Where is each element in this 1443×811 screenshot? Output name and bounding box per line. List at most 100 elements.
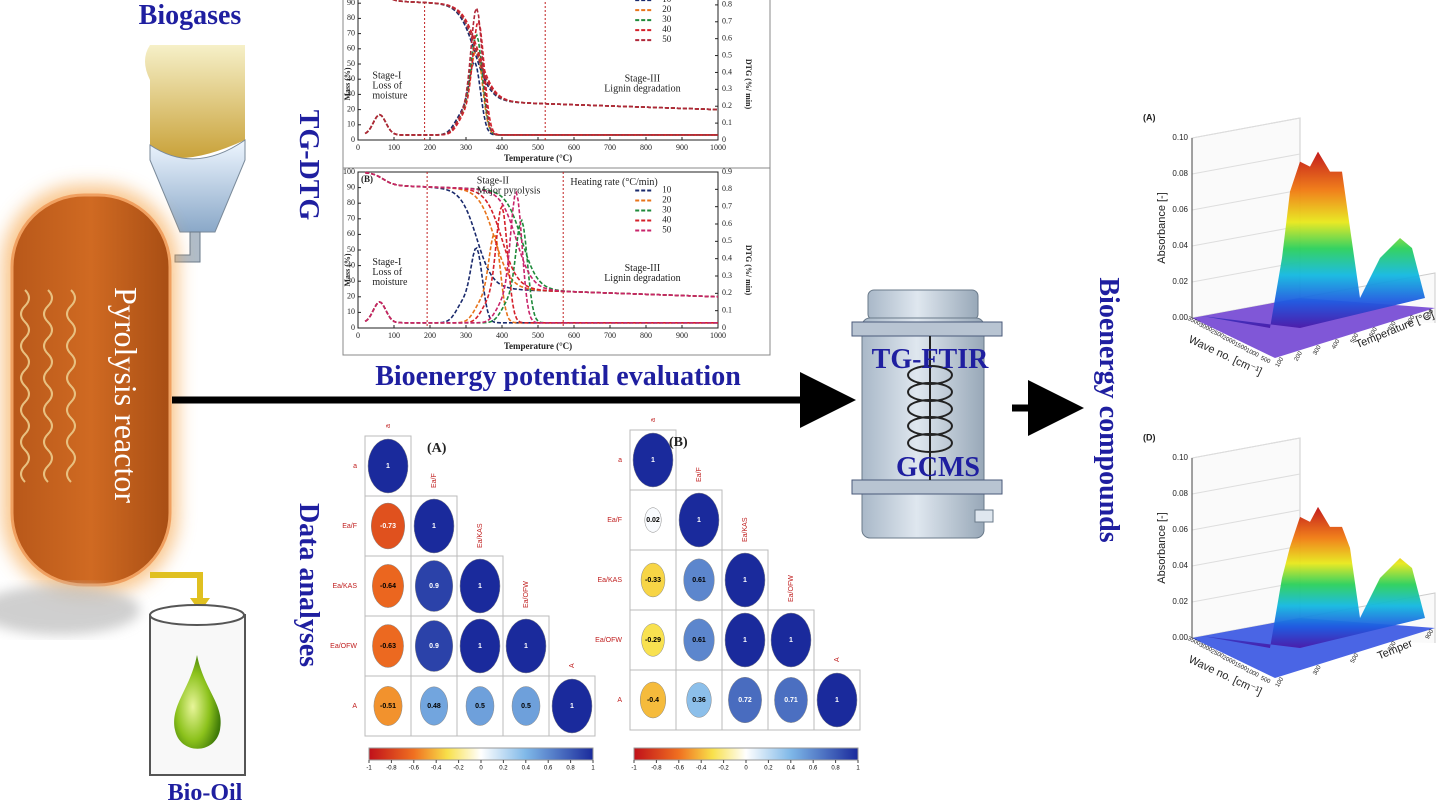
panel-label: (B) (361, 174, 373, 184)
evaluation-label: Bioenergy potential evaluation (375, 361, 741, 392)
correlation-ellipse (639, 681, 667, 719)
cell-value: 0.72 (738, 697, 752, 704)
column-label: Ea/OFW (523, 581, 530, 608)
y2-axis-title: DTG (%/ min) (744, 59, 753, 110)
y-tick-label: 400 (1331, 338, 1342, 350)
y2-tick-label: 0.4 (722, 253, 732, 262)
stage-label: Stage-I (372, 257, 401, 268)
x-tick-label: 2000 (1221, 655, 1236, 666)
cell-value: 1 (570, 703, 574, 710)
stage-label: Stage-III (625, 263, 661, 274)
z-tick-label: 0.04 (1172, 241, 1188, 250)
cell-value: 0.02 (646, 517, 660, 524)
absorbance-surface (1202, 506, 1425, 648)
cell-value: 1 (524, 643, 528, 650)
grid-line (1191, 117, 1301, 139)
stage-label: Loss of (372, 267, 402, 278)
y2-tick-label: 0.4 (722, 67, 732, 76)
legend-label: 40 (662, 24, 672, 34)
colorbar-tick-label: 0.6 (544, 766, 553, 772)
bio-oil-vessel (149, 572, 246, 776)
y-tick-label: 600 (1369, 326, 1380, 338)
y-tick-label: 50 (347, 59, 355, 68)
correlation-ellipse (683, 618, 715, 662)
z-tick-label: 0.08 (1172, 489, 1188, 498)
x-tick-label: 800 (640, 143, 652, 152)
cell-value: -0.51 (380, 703, 396, 710)
y-tick-label: 300 (1312, 664, 1323, 676)
colorbar-tick-label: 0.6 (809, 766, 818, 772)
y-tick-label: 200 (1294, 350, 1305, 362)
x-tick-label: 3000 (1198, 642, 1213, 653)
cell-value: -0.4 (647, 697, 659, 704)
y-tick-label: 900 (1425, 628, 1436, 640)
biogas-digester (145, 45, 246, 263)
floor (1192, 618, 1435, 678)
gcms-label: GCMS (896, 452, 980, 483)
correlation-ellipse (686, 682, 712, 718)
colorbar-tick-label: 0.4 (522, 766, 531, 772)
x-tick-label: 900 (676, 331, 688, 340)
x-tick-label: 3000 (1198, 322, 1213, 333)
legend-label: 10 (662, 185, 672, 195)
dtg-curve (364, 190, 718, 324)
x-tick-label: 1000 (710, 143, 726, 152)
grid-line (1191, 437, 1301, 459)
x-tick-label: 1500 (1233, 661, 1248, 672)
x-tick-label: 700 (604, 143, 616, 152)
cell-value: 0.71 (784, 697, 798, 704)
x-tick-label: 400 (496, 143, 508, 152)
cell-value: 1 (478, 583, 482, 590)
x-tick-label: 500 (1259, 356, 1271, 366)
grid-line (1191, 545, 1301, 567)
x-tick-label: 3500 (1186, 316, 1201, 327)
row-label: a (353, 463, 357, 470)
panel-frame (342, 167, 771, 356)
x-tick-label: 1000 (1245, 668, 1260, 679)
x-tick-label: 400 (496, 331, 508, 340)
cell-value: 1 (432, 523, 436, 530)
correlation-ellipse (459, 558, 501, 614)
ftir-panel: 0.00 0.02 0.04 0.06 0.08 0.10 (A) Absorbance [-… (1143, 112, 1436, 378)
y2-tick-label: 0.6 (722, 33, 732, 42)
correlation-ellipse (728, 676, 762, 724)
cell (629, 549, 677, 611)
z-tick-label: 0.10 (1172, 133, 1188, 142)
stage-label: Major pyrolysis (477, 186, 541, 197)
y2-tick-label: 0.6 (722, 219, 732, 228)
stage-label: moisture (372, 277, 408, 288)
z-tick-label: 0.04 (1172, 561, 1188, 570)
cell-value: -0.73 (380, 523, 396, 530)
y-tick-label: 10 (347, 120, 355, 129)
y-tick-label: 20 (347, 292, 355, 301)
y2-tick-label: 0.9 (722, 167, 732, 176)
colorbar-tick-label: 0.2 (499, 766, 508, 772)
reactor-label: Pyrolysis reactor (108, 287, 144, 503)
dtg-curve (364, 5, 718, 136)
data-analyses-label: Data analyses (293, 503, 324, 667)
y-tick-label: 700 (1387, 640, 1398, 652)
correlation-ellipse (511, 686, 541, 726)
tg-panel: 0 100 200 300 400 500 600 700 800 900 100001020304… (342, 0, 771, 169)
column-label: Ea/OFW (788, 575, 795, 602)
y-tick-label: 100 (343, 167, 355, 176)
y-tick-label: 80 (347, 198, 355, 207)
biogases-label: Biogases (139, 0, 242, 31)
colorbar-tick-label: 0.8 (831, 766, 840, 772)
x-tick-label: 600 (568, 331, 580, 340)
z-tick-label: 0.02 (1172, 597, 1188, 606)
z-tick-label: 0.06 (1172, 525, 1188, 534)
correlation-ellipse (816, 672, 858, 728)
x-tick-label: 600 (568, 143, 580, 152)
y2-tick-label: 0.2 (722, 288, 732, 297)
correlation-ellipse (724, 612, 766, 668)
x-tick-label: 1500 (1233, 341, 1248, 352)
grid-line (1191, 473, 1301, 495)
y-tick-label: 80 (347, 13, 355, 22)
stage-label: moisture (372, 90, 408, 101)
cell-value: 1 (697, 517, 701, 524)
y-tick-label: 500 (1350, 332, 1361, 344)
panel-label: (A) (427, 441, 447, 456)
grid-line (1191, 225, 1301, 247)
legend-label: 30 (662, 205, 672, 215)
